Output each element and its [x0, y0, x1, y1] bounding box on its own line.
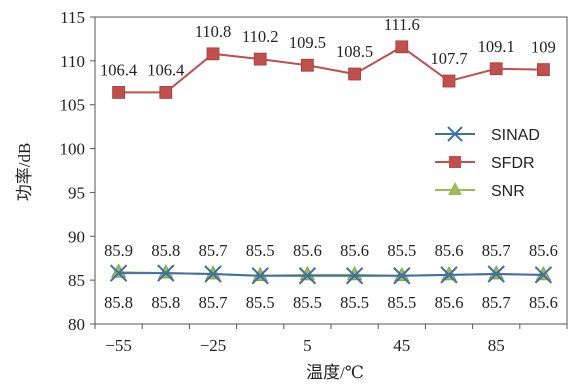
data-label-snr: 85.6 — [529, 241, 558, 260]
data-label-sfdr: 110.8 — [195, 22, 232, 41]
data-point — [395, 40, 409, 54]
y-tick-label: 80 — [68, 315, 85, 334]
data-label-snr: 85.7 — [482, 241, 511, 260]
data-point — [204, 265, 222, 283]
data-point — [299, 266, 316, 281]
legend-item-sinad: SINAD — [435, 126, 540, 144]
data-point — [112, 86, 125, 99]
data-label-sinad: 85.5 — [293, 293, 322, 312]
data-point — [157, 264, 175, 282]
legend-marker — [448, 182, 462, 195]
data-point — [488, 265, 504, 280]
data-label-sfdr: 109.1 — [478, 37, 515, 56]
series-layer — [109, 40, 553, 285]
data-label-sfdr: 106.4 — [147, 60, 184, 79]
y-tick-label: 115 — [60, 8, 85, 27]
data-label-sfdr: 107.7 — [430, 49, 467, 68]
y-tick-label: 110 — [60, 52, 85, 71]
data-point — [535, 266, 552, 281]
data-point — [487, 265, 505, 283]
data-point — [253, 52, 267, 66]
legend-marker — [449, 156, 461, 168]
data-point — [440, 266, 458, 284]
data-label-snr: 85.7 — [199, 241, 228, 260]
y-tick-label: 90 — [68, 227, 85, 246]
data-point — [205, 265, 221, 280]
data-point — [346, 266, 363, 281]
data-label-snr: 85.9 — [104, 241, 133, 260]
data-point — [158, 264, 174, 279]
legend-item-sfdr: SFDR — [435, 155, 535, 172]
x-tick-label: −25 — [200, 336, 227, 355]
data-point — [159, 86, 173, 99]
series-sinad — [109, 264, 553, 285]
data-label-sinad: 85.5 — [246, 293, 275, 312]
data-point — [394, 266, 410, 282]
data-label-sinad: 85.8 — [104, 293, 133, 312]
x-axis-title: 温度/℃ — [306, 363, 364, 382]
series-line — [118, 272, 544, 277]
data-point — [348, 67, 362, 81]
data-point — [110, 263, 127, 278]
data-point — [109, 264, 128, 282]
data-label-sinad: 85.7 — [199, 293, 228, 312]
data-point — [393, 267, 411, 285]
data-label-sfdr: 110.2 — [242, 27, 279, 46]
data-label-snr: 85.8 — [151, 241, 180, 260]
data-label-sfdr: 108.5 — [336, 42, 373, 61]
data-label-snr: 85.6 — [435, 241, 464, 260]
legend: SINAD SFDR SNR — [435, 126, 540, 200]
data-point — [489, 62, 503, 76]
data-point — [298, 267, 317, 285]
y-axis-title: 功率/dB — [15, 143, 34, 202]
series-sfdr — [112, 40, 550, 99]
data-label-snr: 85.5 — [246, 241, 275, 260]
y-tick-label: 95 — [68, 183, 85, 202]
legend-label: SFDR — [491, 155, 535, 172]
data-label-sfdr: 109.5 — [289, 33, 326, 52]
data-label-sinad: 85.5 — [387, 293, 416, 312]
data-label-sinad: 85.6 — [435, 293, 464, 312]
x-tick-label: 5 — [303, 336, 312, 355]
data-point — [345, 267, 364, 285]
x-tick-label: 45 — [393, 336, 410, 355]
data-point — [537, 63, 550, 77]
data-label-sinad: 85.5 — [340, 293, 369, 312]
data-point — [252, 266, 268, 282]
data-label-snr: 85.6 — [293, 241, 322, 260]
data-label-sfdr: 106.4 — [100, 60, 137, 79]
legend-label: SNR — [491, 183, 525, 200]
data-point — [442, 74, 456, 88]
series-line — [118, 45, 544, 94]
axes: 80 85 90 95 100 105 110 115 −55 −25 5 45 85 — [60, 8, 568, 355]
data-label-sinad: 85.7 — [482, 293, 511, 312]
legend-item-snr: SNR — [435, 182, 525, 200]
data-point — [206, 47, 220, 61]
data-label-sinad: 85.6 — [529, 293, 558, 312]
data-point — [251, 267, 269, 285]
data-label-snr: 85.5 — [387, 241, 416, 260]
legend-label: SINAD — [491, 127, 540, 144]
data-label-sinad: 85.8 — [151, 293, 180, 312]
data-label-snr: 85.6 — [340, 241, 369, 260]
data-point — [534, 266, 553, 284]
data-point — [300, 58, 314, 72]
data-label-sfdr: 111.6 — [384, 15, 420, 34]
legend-marker — [447, 126, 463, 142]
y-tick-label: 105 — [60, 96, 86, 115]
y-tick-label: 100 — [60, 140, 86, 159]
x-tick-label: −55 — [105, 336, 132, 355]
data-label-sfdr: 109 — [531, 38, 556, 57]
data-point — [441, 266, 457, 281]
x-tick-label: 85 — [488, 336, 505, 355]
y-tick-label: 85 — [68, 271, 85, 290]
data-labels: 106.4 106.4 110.8 110.2 109.5 108.5 111.6 107.7… — [100, 15, 558, 312]
